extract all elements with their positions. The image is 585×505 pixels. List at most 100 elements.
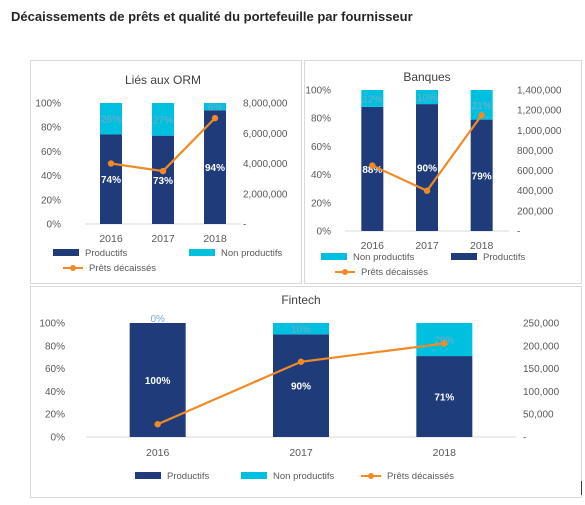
- line-point-prets-decaisses: [369, 162, 376, 169]
- left-axis-tick: 0%: [51, 433, 66, 444]
- page-title: Décaissements de prêts et qualité du por…: [11, 9, 413, 24]
- bar-productifs: [361, 106, 384, 231]
- right-axis-tick: 2,000,000: [243, 189, 288, 200]
- x-axis-tick: 2016: [361, 240, 385, 252]
- x-axis-tick: 2016: [146, 447, 170, 459]
- data-label-non-productifs: 27%: [153, 115, 173, 126]
- data-label-productifs: 88%: [362, 165, 382, 176]
- legend-swatch-bar: [53, 249, 79, 256]
- chart-panel-fintech: Fintech 100% 80% 60% 40% 20% 0% 250,000 200,000 1…: [30, 286, 582, 498]
- chart-title: Liés aux ORM: [125, 73, 201, 87]
- data-label-productifs: 100%: [145, 376, 171, 387]
- legend-swatch-bar: [321, 253, 347, 260]
- data-label-productifs: 74%: [101, 175, 121, 186]
- legend-label: Non productifs: [273, 471, 335, 482]
- left-axis-tick: 0%: [47, 220, 62, 231]
- chart-panel-banques: Banques 100% 80% 60% 40% 20% 0% 1,400,000 1,200,…: [304, 60, 582, 284]
- left-axis-tick: 0%: [317, 227, 332, 238]
- legend-label: Productifs: [483, 252, 525, 263]
- bar-non-productifs: [416, 90, 438, 105]
- data-label-non-productifs: 21%: [472, 101, 492, 112]
- chart-title: Fintech: [281, 293, 320, 307]
- line-point-prets-decaisses: [211, 114, 219, 122]
- legend-swatch-marker: [368, 473, 374, 479]
- data-label-productifs: 90%: [291, 382, 311, 393]
- bar-non-productifs: [416, 323, 473, 357]
- bar-non-productifs: [100, 103, 122, 135]
- bar-productifs: [204, 110, 226, 224]
- bar-productifs: [416, 104, 438, 231]
- legend-swatch-marker: [70, 265, 76, 271]
- left-axis-tick: 100%: [39, 319, 65, 330]
- legend-swatch-marker: [342, 269, 348, 275]
- legend-label: Productifs: [167, 471, 209, 482]
- chart-orm: Liés aux ORM 100% 80% 60% 40% 20% 0% 8,000,000 6…: [35, 73, 288, 274]
- left-axis-tick: 40%: [45, 387, 65, 398]
- right-axis-tick: 800,000: [517, 146, 554, 157]
- chart-banques: Banques 100% 80% 60% 40% 20% 0% 1,400,000 1,200,…: [305, 70, 562, 278]
- legend-swatch-bar: [451, 253, 477, 260]
- data-label-productifs: 71%: [434, 393, 454, 404]
- right-axis-tick: 1,400,000: [517, 86, 562, 97]
- right-axis-tick: 600,000: [517, 166, 554, 177]
- text-cursor: [581, 481, 582, 495]
- bar-non-productifs: [361, 90, 384, 107]
- bar-productifs: [416, 356, 473, 437]
- x-axis-tick: 2016: [99, 233, 123, 245]
- chart-panel-orm: Liés aux ORM 100% 80% 60% 40% 20% 0% 8,000,000 6…: [30, 60, 302, 284]
- bar-productifs: [470, 119, 493, 231]
- line-point-prets-decaisses: [478, 111, 485, 119]
- line-point-prets-decaisses: [159, 167, 167, 175]
- left-axis-tick: 40%: [311, 170, 331, 181]
- data-label-productifs: 73%: [153, 176, 173, 187]
- legend-label: Non productifs: [221, 248, 283, 259]
- bar-productifs: [152, 135, 174, 224]
- legend-swatch-bar: [241, 472, 267, 479]
- left-axis-tick: 20%: [41, 195, 61, 206]
- x-axis-tick: 2018: [203, 233, 227, 245]
- right-axis-tick: 250,000: [523, 319, 560, 330]
- left-axis-tick: 60%: [311, 142, 331, 153]
- line-point-prets-decaisses: [441, 340, 448, 347]
- x-axis-tick: 2017: [415, 240, 439, 252]
- data-label-non-productifs: 0%: [150, 314, 165, 325]
- left-axis-tick: 20%: [45, 410, 65, 421]
- bar-non-productifs: [152, 103, 174, 136]
- right-axis-tick: 200,000: [517, 206, 554, 217]
- left-axis-tick: 40%: [41, 171, 61, 182]
- data-label-productifs: 94%: [205, 163, 225, 174]
- bar-non-productifs: [470, 90, 493, 120]
- right-axis-tick: 4,000,000: [243, 159, 288, 170]
- left-axis-tick: 80%: [45, 341, 65, 352]
- x-axis-tick: 2017: [289, 447, 313, 459]
- left-axis-tick: 80%: [311, 114, 331, 125]
- right-axis-tick: 6,000,000: [243, 129, 288, 140]
- line-point-prets-decaisses: [297, 358, 305, 365]
- left-axis-tick: 80%: [41, 123, 61, 134]
- data-label-non-productifs: 10%: [291, 325, 311, 336]
- chart-fintech: Fintech 100% 80% 60% 40% 20% 0% 250,000 200,000 1…: [39, 293, 560, 482]
- line-point-prets-decaisses: [423, 187, 431, 194]
- legend-label: Prêts décaissés: [89, 263, 156, 274]
- data-label-productifs: 90%: [417, 164, 437, 175]
- x-axis-tick: 2018: [470, 240, 494, 252]
- legend-label: Productifs: [85, 248, 127, 259]
- right-axis-tick: 150,000: [523, 364, 560, 375]
- data-label-non-productifs: 6%: [208, 103, 223, 114]
- legend-label: Non productifs: [353, 252, 415, 263]
- line-point-prets-decaisses: [154, 421, 161, 428]
- x-axis-tick: 2017: [151, 233, 175, 245]
- bar-non-productifs: [204, 103, 226, 111]
- right-axis-tick: -: [243, 220, 246, 231]
- left-axis-tick: 60%: [45, 364, 65, 375]
- data-label-non-productifs: 10%: [417, 93, 437, 104]
- right-axis-tick: -: [517, 227, 520, 238]
- right-axis-tick: 8,000,000: [243, 99, 288, 110]
- right-axis-tick: 1,000,000: [517, 126, 562, 137]
- legend-swatch-bar: [189, 249, 215, 256]
- data-label-productifs: 79%: [472, 171, 492, 182]
- x-axis-tick: 2018: [433, 447, 457, 459]
- right-axis-tick: 200,000: [523, 341, 560, 352]
- legend-swatch-bar: [135, 472, 161, 479]
- left-axis-tick: 100%: [305, 86, 331, 97]
